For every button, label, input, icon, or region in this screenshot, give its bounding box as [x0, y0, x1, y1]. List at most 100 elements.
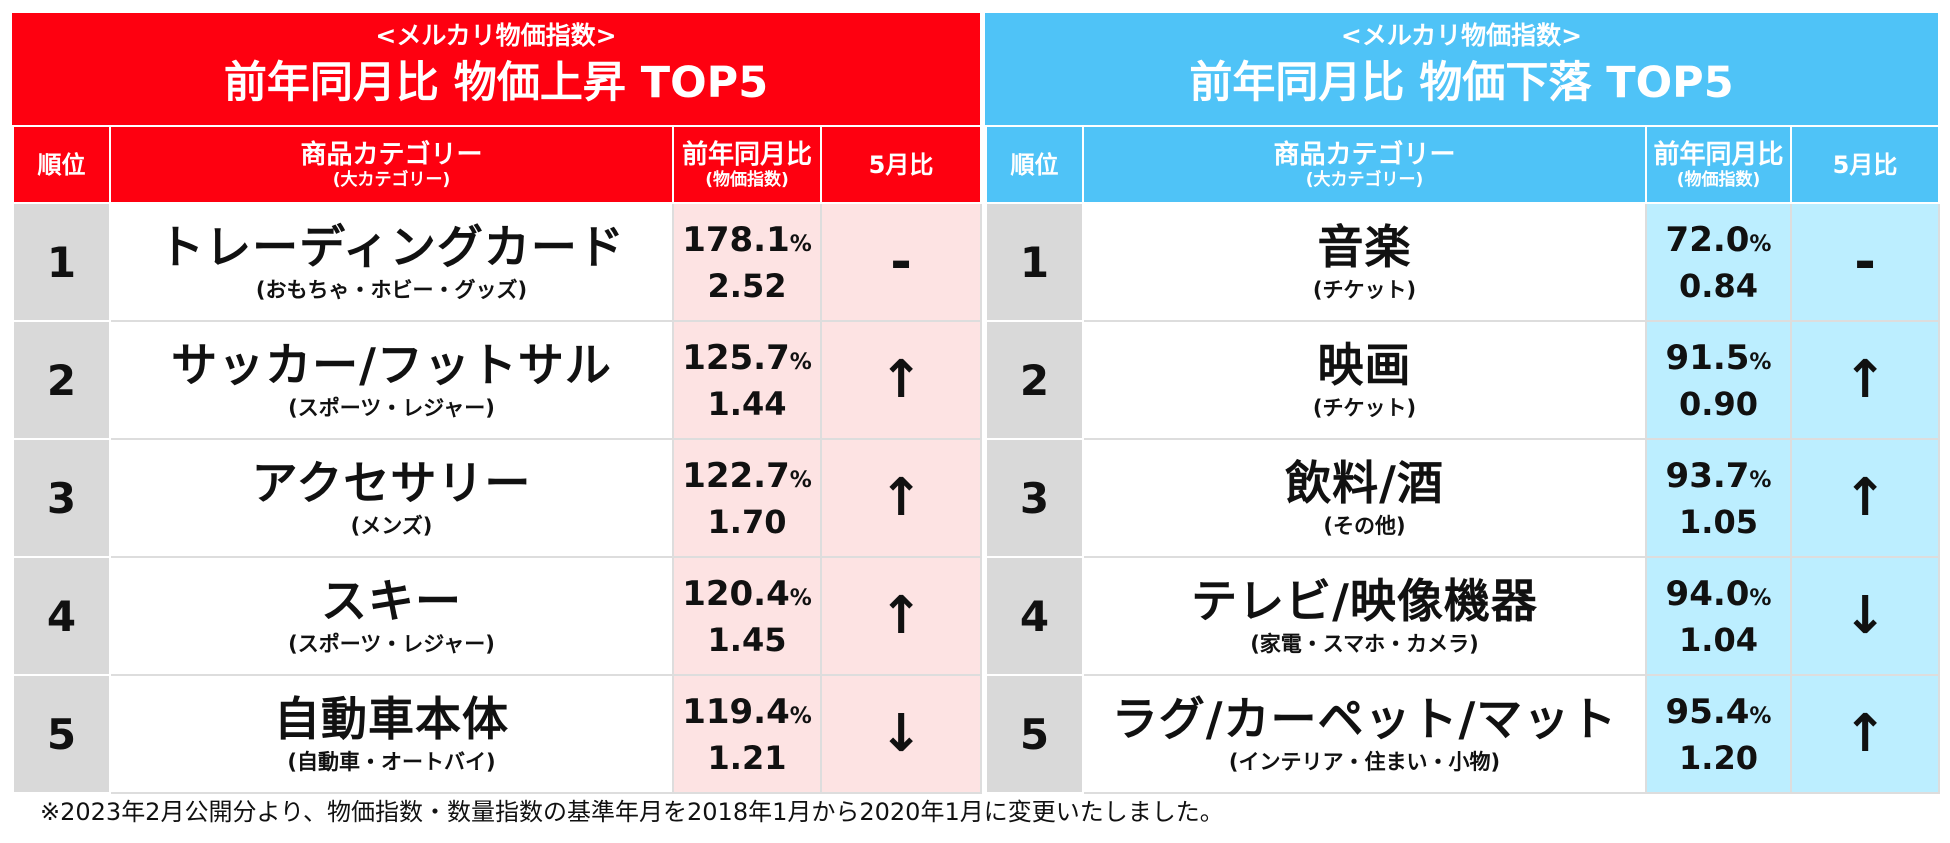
- rank-cell: 2: [985, 320, 1084, 440]
- rising-title: 前年同月比 物価上昇 TOP5: [223, 58, 769, 108]
- category-cell: スキー (スポーツ・レジャー): [109, 556, 674, 676]
- percent-unit: %: [1749, 231, 1772, 257]
- falling-subtitle: <メルカリ物価指数>: [1340, 21, 1583, 50]
- percent-unit: %: [1749, 585, 1772, 611]
- percent-value: 72.0: [1665, 219, 1750, 260]
- trend-cell: ↑: [820, 320, 982, 440]
- category-group: (チケット): [1312, 396, 1417, 420]
- price-index: 1.21: [707, 738, 787, 777]
- category-name: ラグ/カーペット/マット: [1111, 692, 1618, 746]
- price-index: 1.05: [1679, 502, 1758, 541]
- category-name: 飲料/酒: [1285, 456, 1444, 510]
- percent-unit: %: [1749, 467, 1772, 493]
- table-row: 1 音楽 (チケット) 72.0% 0.84 -: [985, 202, 1940, 322]
- trend-icon: -: [1854, 232, 1876, 292]
- yoy-cell: 120.4% 1.45: [672, 556, 822, 676]
- header-yoy-sub: (物価指数): [705, 169, 789, 190]
- yoy-cell: 95.4% 1.20: [1645, 674, 1792, 794]
- header-yoy-sub: (物価指数): [1676, 169, 1761, 190]
- category-cell: サッカー/フットサル (スポーツ・レジャー): [109, 320, 674, 440]
- percent-value: 122.7: [682, 455, 790, 496]
- falling-title: 前年同月比 物価下落 TOP5: [1189, 58, 1734, 108]
- header-row: 順位 商品カテゴリー (大カテゴリー) 前年同月比 (物価指数) 5月比: [985, 125, 1940, 204]
- footnote: ※2023年2月公開分より、物価指数・数量指数の基準年月を2018年1月から20…: [40, 798, 1224, 826]
- rank-cell: 5: [985, 674, 1084, 794]
- falling-banner: <メルカリ物価指数> 前年同月比 物価下落 TOP5: [985, 13, 1938, 125]
- category-group: (おもちゃ・ホビー・グッズ): [255, 278, 528, 302]
- table-row: 4 テレビ/映像機器 (家電・スマホ・カメラ) 94.0% 1.04 ↓: [985, 556, 1940, 676]
- price-index: 1.44: [707, 384, 787, 423]
- category-cell: 飲料/酒 (その他): [1082, 438, 1647, 558]
- percent-value: 91.5: [1665, 337, 1750, 378]
- trend-cell: ↑: [1790, 674, 1940, 794]
- trend-icon: ↑: [1843, 468, 1887, 528]
- category-group: (スポーツ・レジャー): [288, 396, 495, 420]
- trend-icon: ↑: [1843, 704, 1887, 764]
- header-yoy-label: 前年同月比: [681, 139, 812, 170]
- trend-cell: ↑: [820, 438, 982, 558]
- table-row: 4 スキー (スポーツ・レジャー) 120.4% 1.45 ↑: [12, 556, 982, 676]
- trend-icon: ↓: [879, 704, 923, 764]
- percent-unit: %: [1749, 703, 1772, 729]
- category-group: (家電・スマホ・カメラ): [1250, 632, 1479, 656]
- trend-icon: ↓: [1843, 586, 1887, 646]
- falling-table: 順位 商品カテゴリー (大カテゴリー) 前年同月比 (物価指数) 5月比 1 音…: [985, 125, 1940, 794]
- header-yoy: 前年同月比 (物価指数): [672, 125, 822, 204]
- trend-icon: -: [890, 232, 912, 292]
- header-category-label: 商品カテゴリー: [300, 139, 483, 170]
- rank-cell: 1: [12, 202, 111, 322]
- price-index: 1.04: [1679, 620, 1758, 659]
- table-row: 5 自動車本体 (自動車・オートバイ) 119.4% 1.21 ↓: [12, 674, 982, 794]
- trend-cell: -: [820, 202, 982, 322]
- header-row: 順位 商品カテゴリー (大カテゴリー) 前年同月比 (物価指数) 5月比: [12, 125, 982, 204]
- yoy-percent: 91.5%: [1647, 337, 1790, 384]
- rank-cell: 5: [12, 674, 111, 794]
- yoy-percent: 178.1%: [674, 219, 820, 266]
- yoy-cell: 94.0% 1.04: [1645, 556, 1792, 676]
- trend-icon: ↑: [1843, 350, 1887, 410]
- yoy-percent: 119.4%: [674, 691, 820, 738]
- header-category-sub: (大カテゴリー): [1305, 169, 1424, 190]
- percent-unit: %: [789, 349, 812, 375]
- price-index: 0.84: [1679, 266, 1758, 305]
- yoy-percent: 94.0%: [1647, 573, 1790, 620]
- percent-value: 93.7: [1665, 455, 1750, 496]
- header-mom: 5月比: [1790, 125, 1940, 204]
- yoy-cell: 91.5% 0.90: [1645, 320, 1792, 440]
- header-mom: 5月比: [820, 125, 982, 204]
- price-index: 0.90: [1679, 384, 1758, 423]
- yoy-percent: 72.0%: [1647, 219, 1790, 266]
- category-group: (インテリア・住まい・小物): [1228, 750, 1501, 774]
- category-cell: 映画 (チケット): [1082, 320, 1647, 440]
- header-yoy-label: 前年同月比: [1653, 139, 1784, 170]
- table-row: 3 飲料/酒 (その他) 93.7% 1.05 ↑: [985, 438, 1940, 558]
- yoy-cell: 72.0% 0.84: [1645, 202, 1792, 322]
- percent-value: 125.7: [682, 337, 790, 378]
- rank-cell: 1: [985, 202, 1084, 322]
- price-index: 2.52: [707, 266, 787, 305]
- percent-value: 94.0: [1665, 573, 1750, 614]
- yoy-cell: 122.7% 1.70: [672, 438, 822, 558]
- trend-icon: ↑: [879, 350, 923, 410]
- rank-cell: 3: [985, 438, 1084, 558]
- rising-banner: <メルカリ物価指数> 前年同月比 物価上昇 TOP5: [12, 13, 980, 125]
- category-name: スキー: [321, 574, 462, 628]
- percent-unit: %: [789, 703, 812, 729]
- percent-value: 120.4: [682, 573, 790, 614]
- yoy-percent: 93.7%: [1647, 455, 1790, 502]
- category-name: トレーディングカード: [158, 220, 625, 274]
- trend-cell: ↓: [820, 674, 982, 794]
- percent-value: 95.4: [1665, 691, 1750, 732]
- trend-icon: ↑: [879, 586, 923, 646]
- category-cell: アクセサリー (メンズ): [109, 438, 674, 558]
- category-group: (その他): [1323, 514, 1406, 538]
- header-category: 商品カテゴリー (大カテゴリー): [109, 125, 674, 204]
- price-index: 1.20: [1679, 738, 1758, 777]
- category-name: テレビ/映像機器: [1191, 574, 1538, 628]
- table-row: 5 ラグ/カーペット/マット (インテリア・住まい・小物) 95.4% 1.20 ↑: [985, 674, 1940, 794]
- trend-cell: ↑: [1790, 320, 1940, 440]
- price-index: 1.45: [707, 620, 787, 659]
- percent-unit: %: [1749, 349, 1772, 375]
- yoy-percent: 120.4%: [674, 573, 820, 620]
- yoy-percent: 125.7%: [674, 337, 820, 384]
